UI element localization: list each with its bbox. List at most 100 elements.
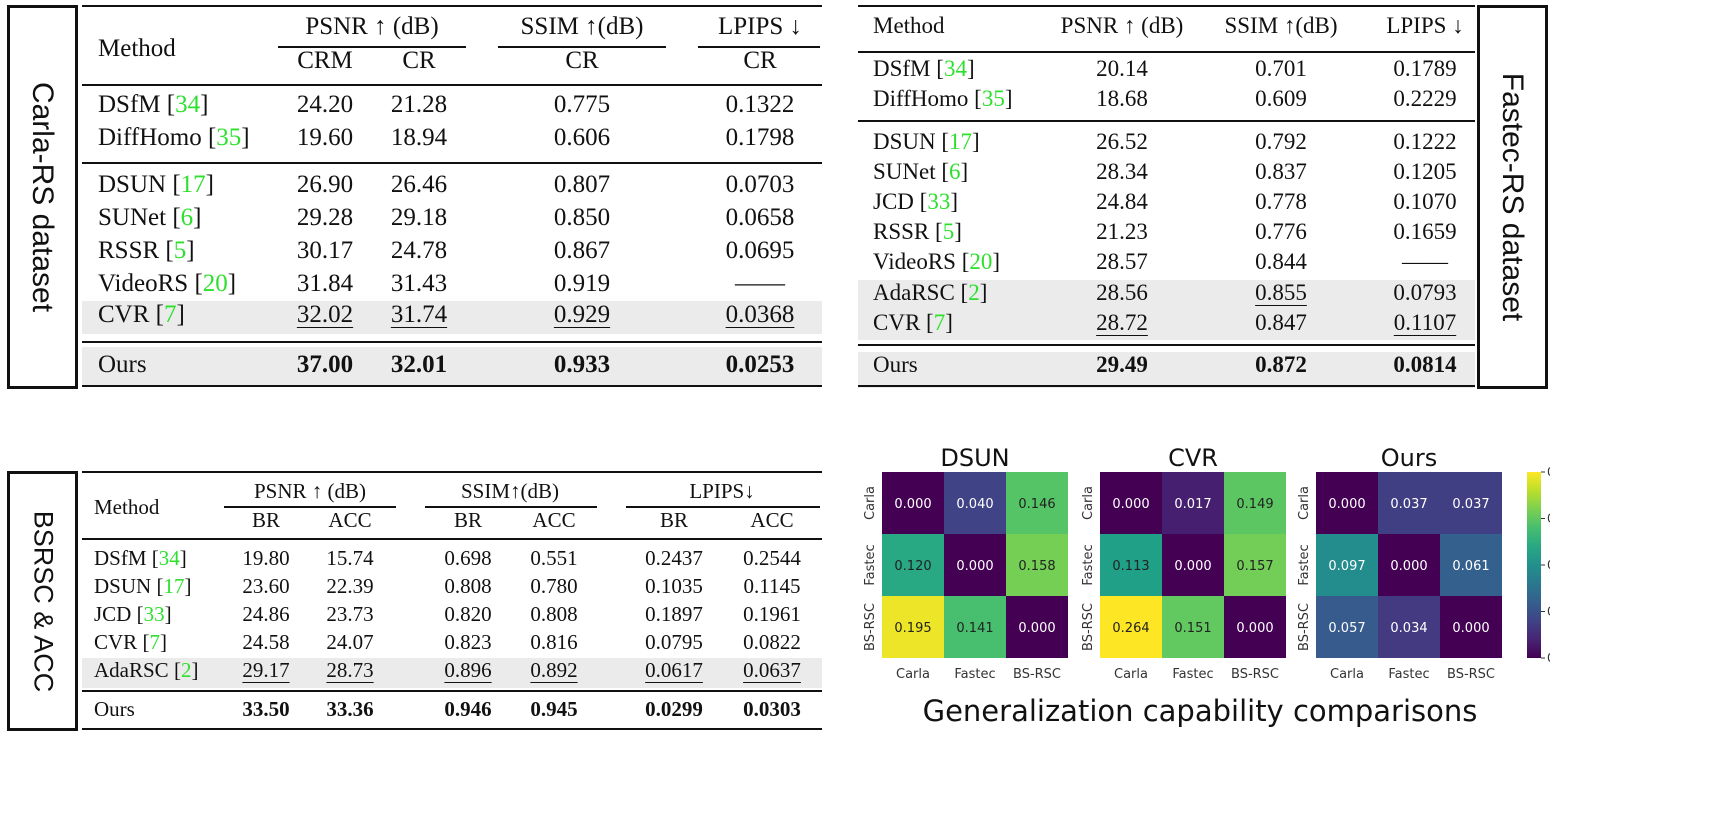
method-cell: JCD [33] <box>873 189 958 214</box>
value-cell: 23.73 <box>326 602 374 626</box>
method-cell: DSfM [34] <box>98 91 209 118</box>
table-rule <box>82 728 822 730</box>
citation-ref: 17 <box>949 129 973 154</box>
heatmap-x-tick: Fastec <box>1172 667 1213 682</box>
sub-header: BR <box>251 508 281 532</box>
heatmap-cell <box>1440 596 1502 658</box>
heatmap-x-tick: BS-RSC <box>1231 667 1279 682</box>
heatmap-caption: Generalization capability comparisons <box>922 694 1478 728</box>
method-cell: RSSR [5] <box>873 219 962 244</box>
value-cell: 0.872 <box>1255 352 1307 377</box>
value-cell: 0.1659 <box>1393 219 1457 244</box>
table-row: Ours 37.00 32.01 0.933 0.0253 <box>82 347 822 386</box>
value-cell: 31.84 <box>296 270 354 297</box>
value-cell: 0.0368 <box>725 301 795 328</box>
value-cell: 0.847 <box>1255 310 1307 335</box>
value-cell: 33.36 <box>326 697 374 721</box>
header-subrule <box>224 506 396 508</box>
carla-side-label: Carla-RS dataset <box>26 81 60 313</box>
value-cell: 37.00 <box>296 351 354 378</box>
sub-header: CR <box>565 47 599 74</box>
heatmap-cell <box>1162 596 1224 658</box>
value-cell: 24.07 <box>326 630 374 654</box>
table-rule <box>82 341 822 343</box>
value-cell: 20.14 <box>1096 56 1148 81</box>
value-cell: 0.1789 <box>1393 56 1457 81</box>
value-cell: 28.56 <box>1096 280 1148 305</box>
table-rule <box>82 690 822 692</box>
method-cell: VideoRS [20] <box>873 249 1001 274</box>
value-cell: 0.1798 <box>725 124 795 151</box>
heatmap-y-tick: Carla <box>1081 486 1096 520</box>
heatmap-cell <box>1162 472 1224 534</box>
value-cell: 0.855 <box>1255 280 1307 305</box>
value-cell: 0.867 <box>553 237 611 264</box>
value-cell: 0.606 <box>553 124 611 151</box>
method-cell: Ours <box>873 352 918 378</box>
heatmap-cell-value: 0.151 <box>1174 621 1211 636</box>
method-name: SUNet <box>873 159 936 184</box>
table-rule <box>82 471 822 473</box>
table-row: CVR [7] 32.02 31.74 0.929 0.0368 <box>82 301 822 334</box>
method-cell: CVR [7] <box>873 310 953 335</box>
heatmap-cell <box>1100 596 1162 658</box>
bsrsc-acc-table: Method PSNR ↑ (dB) SSIM↑(dB) LPIPS↓ BR ACC BR A… <box>82 471 822 731</box>
value-cell: 0.698 <box>444 546 492 570</box>
method-name: DiffHomo <box>98 124 202 151</box>
value-cell: 0.701 <box>1255 56 1307 81</box>
value-cell: 0.1035 <box>645 574 703 598</box>
value-cell: 0.892 <box>530 658 578 682</box>
citation-ref: 20 <box>202 270 228 297</box>
heatmap-cell <box>1006 596 1068 658</box>
colorbar-tick-label: 0.20 <box>1547 465 1550 479</box>
method-name: DSfM <box>873 56 931 81</box>
method-header: Method <box>98 35 176 62</box>
citation-ref: 33 <box>927 189 951 214</box>
value-cell: 0.0253 <box>725 351 795 378</box>
method-name: JCD <box>94 602 132 626</box>
heatmap-cell-value: 0.000 <box>1236 621 1273 636</box>
value-cell: 24.20 <box>296 91 354 118</box>
sub-header: CRM <box>297 47 353 74</box>
heatmap-cell-value: 0.146 <box>1018 497 1055 512</box>
column-header: Method <box>873 13 945 38</box>
value-cell: 0.1145 <box>743 574 801 598</box>
value-cell: 0.1897 <box>645 602 703 626</box>
method-cell: Ours <box>98 351 147 379</box>
heatmap-x-tick: Fastec <box>1388 667 1429 682</box>
value-cell: 0.1961 <box>743 602 801 626</box>
value-cell: 0.820 <box>444 602 492 626</box>
value-cell: 0.2229 <box>1393 86 1457 111</box>
heatmap-cell <box>1316 472 1378 534</box>
method-cell: DSUN [17] <box>873 129 980 154</box>
method-cell: AdaRSC [2] <box>873 280 988 305</box>
value-cell: 26.46 <box>390 171 448 198</box>
heatmap-cell <box>882 596 944 658</box>
table-rule <box>82 538 822 540</box>
value-cell: 32.01 <box>390 351 448 378</box>
method-name: AdaRSC <box>94 658 169 682</box>
value-cell: 0.0703 <box>725 171 795 198</box>
method-name: Ours <box>94 697 135 721</box>
method-cell: DSUN [17] <box>98 171 214 198</box>
value-cell: 0.609 <box>1255 86 1307 111</box>
bsrsc-side-label: BSRSC & ACC <box>28 510 58 692</box>
heatmap-cell-value: 0.034 <box>1390 621 1427 636</box>
method-name: DSfM <box>98 91 161 118</box>
value-cell: 28.72 <box>1096 310 1148 335</box>
value-cell: —— <box>735 270 785 297</box>
header-subrule <box>626 506 820 508</box>
value-cell: 0.780 <box>530 574 578 598</box>
citation-ref: 7 <box>163 301 177 328</box>
heatmap-cell <box>1378 472 1440 534</box>
value-cell: 24.78 <box>390 237 448 264</box>
method-cell: JCD [33] <box>94 602 172 626</box>
value-cell: 31.74 <box>390 301 448 328</box>
citation-ref: 34 <box>158 546 180 570</box>
table-row: Ours 29.49 0.872 0.0814 <box>858 352 1475 388</box>
table-rule <box>82 162 822 164</box>
heatmap-cell <box>944 534 1006 596</box>
value-cell: 22.39 <box>326 574 374 598</box>
value-cell: 23.60 <box>242 574 290 598</box>
value-cell: 28.73 <box>326 658 374 682</box>
